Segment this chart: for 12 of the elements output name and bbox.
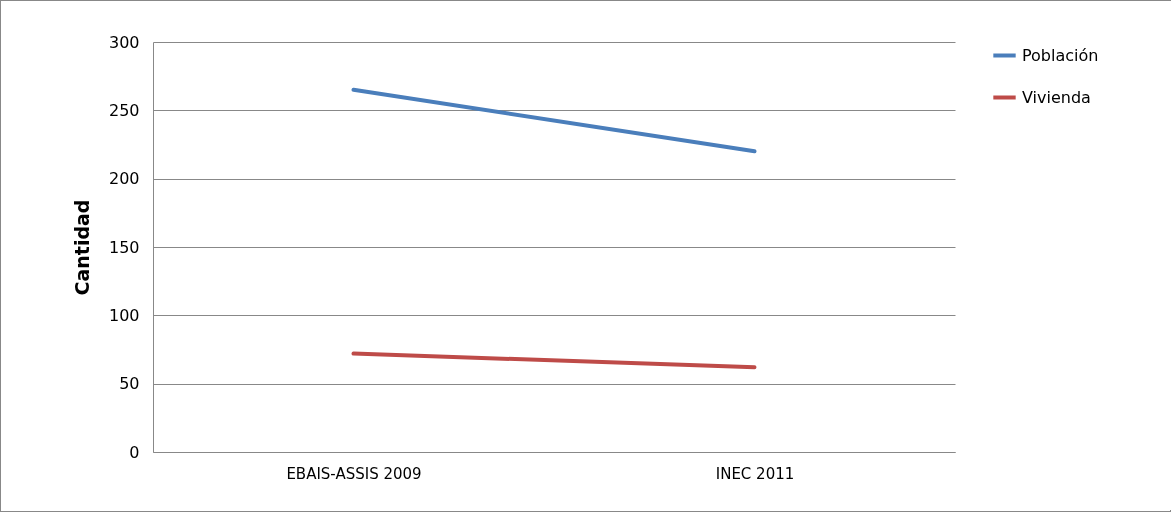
y-tick-label: 0 — [129, 442, 140, 462]
y-tick-label: 100 — [108, 305, 140, 325]
x-tick-label: INEC 2011 — [715, 464, 795, 483]
legend-label: Población — [1022, 45, 1099, 65]
legend-label: Vivienda — [1022, 87, 1091, 107]
y-tick-label: 150 — [108, 237, 140, 257]
y-axis-title: Cantidad — [70, 199, 93, 296]
y-tick-label: 50 — [119, 374, 140, 394]
y-tick-label: 300 — [108, 32, 140, 52]
x-tick-label: EBAIS-ASSIS 2009 — [286, 464, 422, 483]
y-tick-label: 200 — [108, 169, 140, 189]
y-tick-label: 250 — [108, 100, 140, 120]
